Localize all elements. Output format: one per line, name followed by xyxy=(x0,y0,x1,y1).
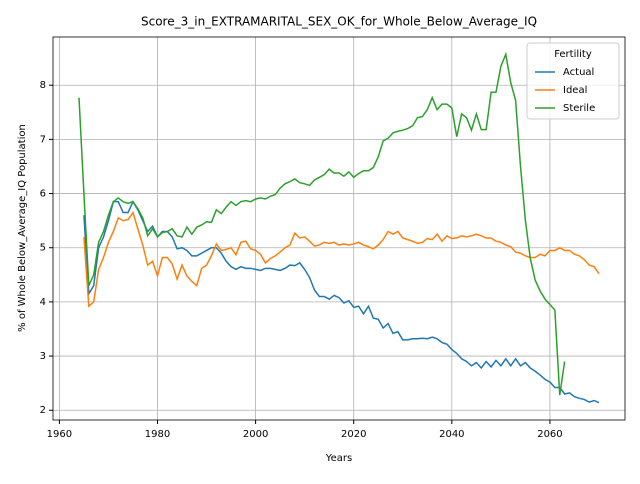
legend-box xyxy=(526,42,620,120)
line-series xyxy=(83,200,600,404)
y-tick-label: 8 xyxy=(40,80,46,91)
x-tick-label: 1960 xyxy=(47,429,72,440)
legend-label: Ideal xyxy=(563,85,587,96)
x-tick-label: 1980 xyxy=(145,429,170,440)
x-tick-label: 2000 xyxy=(243,429,268,440)
y-tick-label: 4 xyxy=(40,297,46,308)
x-tick-label: 2060 xyxy=(537,429,562,440)
x-tick-label: 2040 xyxy=(439,429,464,440)
legend: Fertility Actual Ideal Sterile xyxy=(526,42,620,120)
legend-title: Fertility xyxy=(554,49,592,60)
x-axis-label: Years xyxy=(325,453,352,464)
y-tick-label: 7 xyxy=(40,134,46,145)
chart-title: Score_3_in_EXTRAMARITAL_SEX_OK_for_Whole… xyxy=(141,15,537,29)
line-series xyxy=(78,51,566,396)
plot-frame xyxy=(52,36,626,421)
y-axis-label: % of Whole Below_Average_IQ Population xyxy=(17,124,28,332)
y-tick-label: 5 xyxy=(40,243,46,254)
line-series xyxy=(83,210,600,308)
legend-label: Sterile xyxy=(563,103,595,114)
legend-label: Actual xyxy=(563,67,594,78)
y-tick-label: 2 xyxy=(40,405,46,416)
x-tick-label: 2020 xyxy=(341,429,366,440)
y-tick-label: 6 xyxy=(40,189,46,200)
y-tick-label: 3 xyxy=(40,351,46,362)
